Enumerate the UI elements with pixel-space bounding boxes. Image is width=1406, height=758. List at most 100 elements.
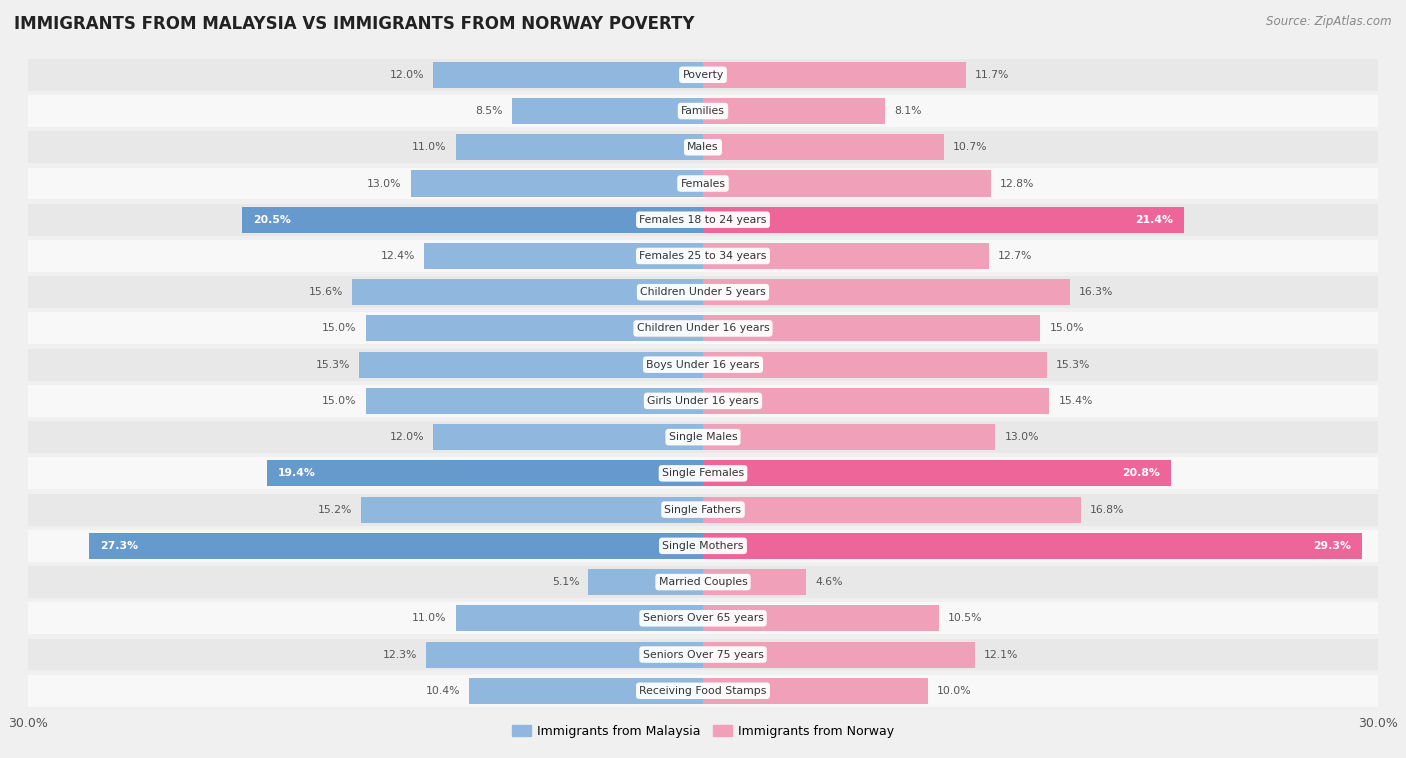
Text: 8.5%: 8.5% <box>475 106 503 116</box>
Bar <box>425 243 703 269</box>
Text: Single Females: Single Females <box>662 468 744 478</box>
Bar <box>470 678 703 704</box>
Bar <box>703 171 991 196</box>
Bar <box>28 385 1378 417</box>
Text: 10.4%: 10.4% <box>426 686 460 696</box>
Text: 15.0%: 15.0% <box>322 396 357 406</box>
Text: Single Males: Single Males <box>669 432 737 442</box>
Text: 16.3%: 16.3% <box>1078 287 1114 297</box>
Text: Children Under 16 years: Children Under 16 years <box>637 324 769 334</box>
Text: Females 18 to 24 years: Females 18 to 24 years <box>640 215 766 224</box>
Bar <box>456 606 703 631</box>
Bar <box>703 569 807 595</box>
Bar <box>28 168 1378 199</box>
Text: 12.0%: 12.0% <box>389 432 425 442</box>
Text: Married Couples: Married Couples <box>658 577 748 587</box>
Text: Single Fathers: Single Fathers <box>665 505 741 515</box>
Bar <box>703 460 1171 487</box>
Bar <box>703 207 1184 233</box>
Text: Females 25 to 34 years: Females 25 to 34 years <box>640 251 766 261</box>
Bar <box>359 352 703 377</box>
Bar <box>703 279 1070 305</box>
Text: 20.8%: 20.8% <box>1122 468 1160 478</box>
Bar <box>411 171 703 196</box>
Bar <box>28 638 1378 671</box>
Text: Males: Males <box>688 143 718 152</box>
Text: Children Under 5 years: Children Under 5 years <box>640 287 766 297</box>
Bar <box>426 641 703 668</box>
Text: 15.6%: 15.6% <box>309 287 343 297</box>
Text: 12.4%: 12.4% <box>381 251 415 261</box>
Bar <box>433 61 703 88</box>
Bar <box>28 131 1378 163</box>
Bar <box>703 606 939 631</box>
Text: 15.3%: 15.3% <box>315 360 350 370</box>
Bar <box>28 530 1378 562</box>
Bar <box>28 675 1378 706</box>
Text: 15.0%: 15.0% <box>322 324 357 334</box>
Text: Single Mothers: Single Mothers <box>662 541 744 551</box>
Bar <box>703 352 1047 377</box>
Text: 21.4%: 21.4% <box>1135 215 1173 224</box>
Bar <box>703 678 928 704</box>
Text: Girls Under 16 years: Girls Under 16 years <box>647 396 759 406</box>
Text: 12.3%: 12.3% <box>382 650 418 659</box>
Text: 8.1%: 8.1% <box>894 106 922 116</box>
Text: 5.1%: 5.1% <box>551 577 579 587</box>
Legend: Immigrants from Malaysia, Immigrants from Norway: Immigrants from Malaysia, Immigrants fro… <box>508 719 898 743</box>
Text: 10.0%: 10.0% <box>936 686 972 696</box>
Bar <box>28 421 1378 453</box>
Text: 10.7%: 10.7% <box>953 143 987 152</box>
Text: 15.3%: 15.3% <box>1056 360 1091 370</box>
Bar <box>28 349 1378 381</box>
Text: 12.1%: 12.1% <box>984 650 1018 659</box>
Text: 15.2%: 15.2% <box>318 505 352 515</box>
Text: Source: ZipAtlas.com: Source: ZipAtlas.com <box>1267 15 1392 28</box>
Bar <box>89 533 703 559</box>
Bar <box>28 276 1378 309</box>
Bar <box>28 59 1378 91</box>
Text: 10.5%: 10.5% <box>948 613 983 623</box>
Text: Poverty: Poverty <box>682 70 724 80</box>
Text: 11.0%: 11.0% <box>412 613 447 623</box>
Bar <box>703 533 1362 559</box>
Bar <box>361 496 703 523</box>
Bar <box>703 641 976 668</box>
Text: 13.0%: 13.0% <box>367 178 402 189</box>
Bar <box>512 98 703 124</box>
Text: 12.0%: 12.0% <box>389 70 425 80</box>
Text: Seniors Over 65 years: Seniors Over 65 years <box>643 613 763 623</box>
Bar <box>366 388 703 414</box>
Text: 16.8%: 16.8% <box>1090 505 1125 515</box>
Text: 12.7%: 12.7% <box>998 251 1032 261</box>
Bar <box>703 315 1040 342</box>
Bar <box>703 424 995 450</box>
Text: 19.4%: 19.4% <box>278 468 316 478</box>
Bar <box>352 279 703 305</box>
Text: Families: Families <box>681 106 725 116</box>
Text: 12.8%: 12.8% <box>1000 178 1035 189</box>
Bar <box>28 566 1378 598</box>
Bar <box>588 569 703 595</box>
Text: IMMIGRANTS FROM MALAYSIA VS IMMIGRANTS FROM NORWAY POVERTY: IMMIGRANTS FROM MALAYSIA VS IMMIGRANTS F… <box>14 15 695 33</box>
Bar <box>28 312 1378 344</box>
Text: Seniors Over 75 years: Seniors Over 75 years <box>643 650 763 659</box>
Bar <box>28 204 1378 236</box>
Text: 20.5%: 20.5% <box>253 215 291 224</box>
Text: 29.3%: 29.3% <box>1313 541 1351 551</box>
Bar <box>456 134 703 160</box>
Text: 15.4%: 15.4% <box>1059 396 1092 406</box>
Text: 15.0%: 15.0% <box>1049 324 1084 334</box>
Text: Boys Under 16 years: Boys Under 16 years <box>647 360 759 370</box>
Bar <box>703 496 1081 523</box>
Text: Receiving Food Stamps: Receiving Food Stamps <box>640 686 766 696</box>
Text: 13.0%: 13.0% <box>1004 432 1039 442</box>
Bar <box>366 315 703 342</box>
Bar <box>242 207 703 233</box>
Bar <box>28 95 1378 127</box>
Bar <box>28 493 1378 525</box>
Bar <box>28 457 1378 490</box>
Text: Females: Females <box>681 178 725 189</box>
Text: 11.7%: 11.7% <box>976 70 1010 80</box>
Text: 4.6%: 4.6% <box>815 577 844 587</box>
